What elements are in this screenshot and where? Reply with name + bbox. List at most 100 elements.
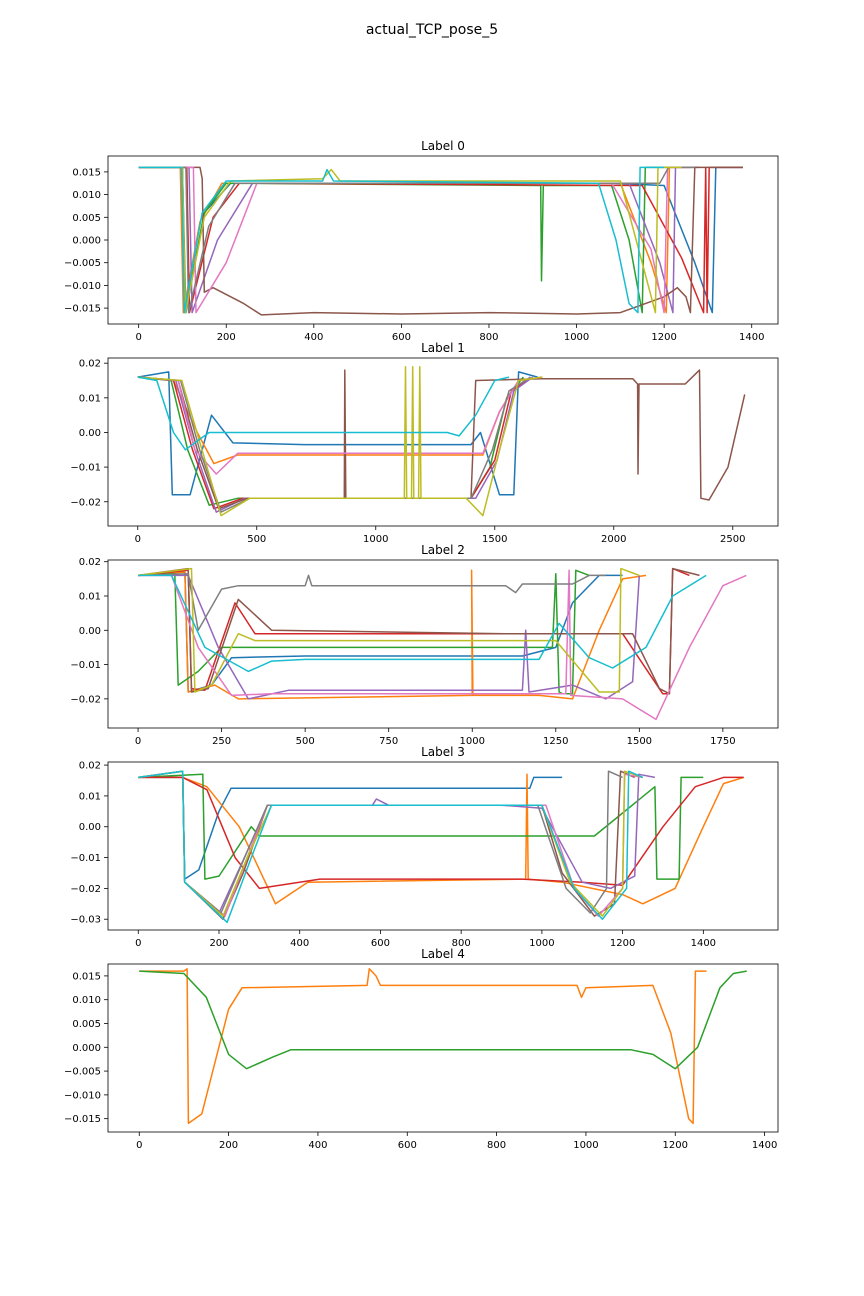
y-tick-label: 0.015 [72, 167, 101, 178]
x-tick-label: 0 [135, 332, 141, 343]
x-tick-label: 0 [135, 938, 141, 949]
series-line-1 [137, 376, 543, 465]
series-line-5 [137, 567, 700, 695]
y-tick-label: 0.00 [79, 626, 101, 637]
x-tick-label: 600 [398, 1140, 417, 1151]
y-tick-label: 0.00 [79, 822, 101, 833]
x-tick-label: 800 [487, 1140, 506, 1151]
y-tick-label: 0.005 [72, 213, 101, 224]
series-line-0 [137, 371, 538, 496]
series-line-1 [138, 569, 647, 700]
series-group [137, 365, 746, 517]
y-tick-label: −0.010 [64, 1090, 101, 1101]
y-tick-label: −0.01 [70, 660, 101, 671]
y-tick-label: 0.02 [79, 557, 101, 568]
y-tick-label: −0.005 [64, 1067, 101, 1078]
subplot-title: Label 2 [421, 543, 465, 557]
y-tick-label: 0.00 [79, 428, 101, 439]
subplot-title: Label 1 [421, 341, 465, 355]
x-tick-label: 1400 [691, 938, 716, 949]
x-tick-label: 800 [452, 938, 471, 949]
series-line-8 [137, 365, 543, 517]
x-tick-label: 0 [136, 1140, 142, 1151]
x-tick-label: 1200 [651, 332, 676, 343]
subplot-3: Label 3 0 200 400 600 800 1000 1200 1400 −0.03 −0.… [70, 745, 779, 949]
series-line-8 [138, 770, 644, 917]
y-tick-label: 0.02 [79, 359, 101, 370]
y-tick-label: 0.005 [72, 1019, 101, 1030]
y-tick-label: 0.000 [72, 1043, 101, 1054]
x-tick-label: 250 [212, 736, 231, 747]
y-tick-label: 0.010 [72, 995, 101, 1006]
x-tick-label: 200 [219, 1140, 238, 1151]
x-tick-label: 1500 [482, 534, 507, 545]
series-line-8 [138, 166, 682, 314]
y-tick-label: −0.01 [70, 463, 101, 474]
x-tick-label: 500 [296, 736, 315, 747]
x-tick-label: 0 [135, 534, 141, 545]
x-tick-label: 400 [304, 332, 323, 343]
x-tick-label: 600 [392, 332, 411, 343]
series-line-7 [138, 166, 695, 314]
series-line-7 [138, 572, 606, 632]
axes-frame [107, 357, 779, 527]
x-tick-label: 200 [209, 938, 228, 949]
series-group [138, 166, 743, 316]
x-tick-label: 1000 [564, 332, 589, 343]
series-line-4 [138, 574, 641, 700]
subplot-2: Label 2 0 250 500 750 1000 1250 1500 1750 −0.02 −0… [70, 543, 779, 747]
series-line-9 [138, 574, 707, 673]
y-tick-label: −0.02 [70, 497, 101, 508]
series-line-1 [138, 773, 744, 905]
series-line-2 [138, 773, 704, 880]
y-tick-label: −0.015 [64, 304, 101, 315]
y-tick-label: −0.02 [70, 694, 101, 705]
series-line-6 [138, 569, 747, 721]
subplot-title: Label 3 [421, 745, 465, 759]
series-line-8 [138, 567, 640, 693]
series-line-0 [138, 776, 563, 880]
y-tick-label: −0.03 [70, 915, 101, 926]
y-tick-label: 0.02 [79, 761, 101, 772]
x-tick-label: 1250 [543, 736, 568, 747]
series-line-5 [137, 369, 746, 510]
figure-suptitle: actual_TCP_pose_5 [365, 22, 499, 38]
axes-frame [107, 559, 779, 729]
x-tick-label: 400 [290, 938, 309, 949]
y-tick-label: −0.02 [70, 884, 101, 895]
y-tick-label: 0.015 [72, 971, 101, 982]
x-tick-label: 1200 [610, 938, 635, 949]
subplot-4: Label 4 0 200 400 600 800 1000 1200 1400 −0.015 −0… [64, 947, 779, 1151]
series-line-1 [139, 970, 747, 1070]
x-tick-label: 1000 [573, 1140, 598, 1151]
y-tick-label: 0.010 [72, 190, 101, 201]
x-tick-label: 1200 [663, 1140, 688, 1151]
x-tick-label: 500 [247, 534, 266, 545]
y-tick-label: 0.01 [79, 791, 101, 802]
axes-frame [107, 761, 779, 931]
y-tick-label: 0.01 [79, 393, 101, 404]
y-tick-label: 0.000 [72, 236, 101, 247]
x-tick-label: 1400 [739, 332, 764, 343]
y-tick-label: 0.01 [79, 592, 101, 603]
x-tick-label: 400 [308, 1140, 327, 1151]
x-tick-label: 1000 [363, 534, 388, 545]
x-tick-label: 2000 [601, 534, 626, 545]
x-tick-label: 1000 [460, 736, 485, 747]
x-tick-label: 750 [379, 736, 398, 747]
series-line-6 [138, 770, 643, 917]
x-tick-label: 200 [217, 332, 236, 343]
series-group [139, 968, 747, 1125]
subplot-title: Label 4 [421, 947, 465, 961]
subplot-0: Label 0 0 200 400 600 800 1000 1200 1400 −0.015 −0… [64, 139, 779, 343]
subplot-title: Label 0 [421, 139, 465, 153]
y-tick-label: −0.010 [64, 281, 101, 292]
series-line-9 [138, 166, 665, 314]
series-line-5 [138, 166, 743, 316]
x-tick-label: 800 [479, 332, 498, 343]
x-tick-label: 1750 [710, 736, 735, 747]
series-line-2 [138, 569, 590, 695]
series-line-3 [138, 166, 743, 314]
x-tick-label: 1400 [752, 1140, 777, 1151]
